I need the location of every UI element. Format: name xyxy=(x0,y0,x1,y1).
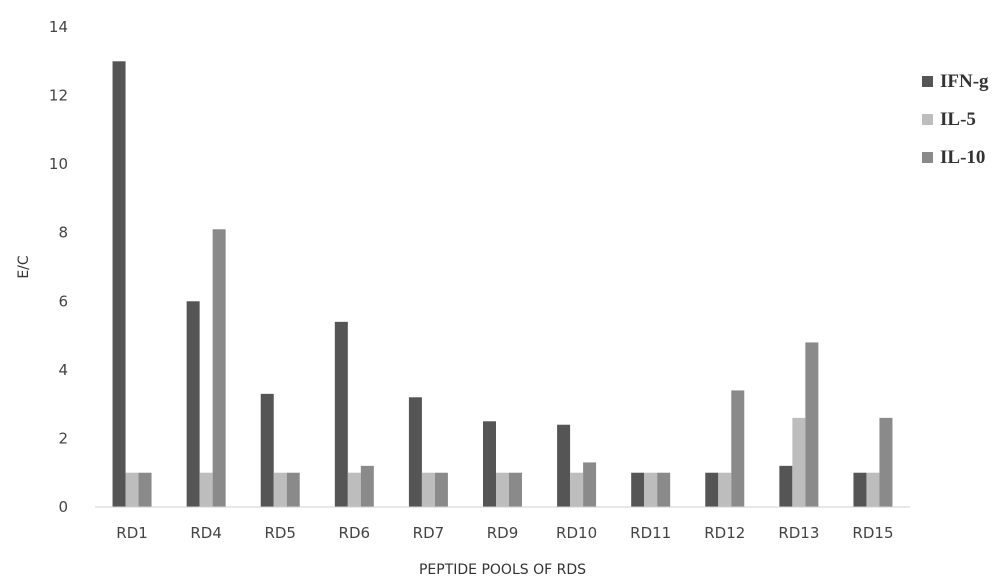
bar-il-10-rd12 xyxy=(731,390,745,507)
y-tick-label: 8 xyxy=(58,224,68,242)
bar-ifn-g-rd7 xyxy=(408,397,422,507)
bar-il-10-rd15 xyxy=(879,417,893,507)
bar-il-10-rd5 xyxy=(286,472,300,507)
bar-il-5-rd7 xyxy=(421,472,435,507)
bar-ifn-g-rd5 xyxy=(260,393,274,507)
bar-ifn-g-rd12 xyxy=(705,472,719,507)
x-tick-label: RD15 xyxy=(852,524,893,542)
x-tick-label: RD10 xyxy=(556,524,597,542)
bar-il-5-rd12 xyxy=(718,472,732,507)
x-tick-label: RD1 xyxy=(116,524,148,542)
legend-swatch-ifn-g xyxy=(922,76,933,87)
x-tick-label: RD9 xyxy=(487,524,519,542)
bar-il-10-rd6 xyxy=(360,465,374,507)
bar-il-10-rd7 xyxy=(434,472,448,507)
x-tick-label: RD13 xyxy=(778,524,819,542)
legend-swatch-il-10 xyxy=(922,152,933,163)
bar-ifn-g-rd6 xyxy=(334,321,348,507)
bars-group xyxy=(112,61,893,508)
bar-ifn-g-rd1 xyxy=(112,61,126,508)
bar-ifn-g-rd9 xyxy=(483,421,496,507)
bar-il-10-rd9 xyxy=(509,472,522,507)
bar-ifn-g-rd11 xyxy=(631,472,645,507)
x-tick-label: RD7 xyxy=(413,524,445,542)
y-tick-label: 14 xyxy=(49,18,68,36)
bar-il-10-rd11 xyxy=(657,472,671,507)
bar-il-10-rd13 xyxy=(805,342,819,507)
bar-il-5-rd5 xyxy=(273,472,287,507)
bar-il-5-rd1 xyxy=(125,472,139,507)
x-tick-label: RD12 xyxy=(704,524,745,542)
bar-ifn-g-rd10 xyxy=(557,424,571,507)
bar-il-5-rd11 xyxy=(644,472,658,507)
x-tick-label: RD5 xyxy=(264,524,296,542)
legend-label-il-5: IL-5 xyxy=(940,109,976,130)
y-tick-labels: 0 2 4 6 8 10 12 14 xyxy=(49,18,68,516)
bar-il-5-rd15 xyxy=(866,472,880,507)
x-tick-label: RD4 xyxy=(190,524,222,542)
y-tick-label: 2 xyxy=(58,429,68,447)
y-tick-label: 12 xyxy=(49,87,68,105)
y-tick-label: 10 xyxy=(49,155,68,173)
bar-il-5-rd10 xyxy=(570,472,584,507)
bar-il-5-rd4 xyxy=(199,472,213,507)
bar-ifn-g-rd4 xyxy=(186,301,200,507)
legend-label-ifn-g: IFN-g xyxy=(940,71,989,92)
bar-il-5-rd6 xyxy=(347,472,361,507)
bar-ifn-g-rd13 xyxy=(779,465,793,507)
y-axis-title: E/C xyxy=(16,255,32,279)
legend-label-il-10: IL-10 xyxy=(940,147,985,168)
y-tick-label: 0 xyxy=(58,498,68,516)
bar-il-10-rd10 xyxy=(583,462,597,507)
legend: IFN-g IL-5 IL-10 xyxy=(922,71,989,168)
x-tick-labels: RD1 RD4 RD5 RD6 RD7 RD9 RD10 RD11 RD12 RD13 RD15 xyxy=(116,524,893,542)
x-tick-label: RD11 xyxy=(630,524,671,542)
bar-ifn-g-rd15 xyxy=(853,472,867,507)
y-tick-label: 6 xyxy=(58,292,68,310)
bar-il-10-rd1 xyxy=(138,472,152,507)
bar-il-5-rd9 xyxy=(496,472,509,507)
y-tick-label: 4 xyxy=(58,361,68,379)
x-tick-label: RD6 xyxy=(339,524,371,542)
bar-il-5-rd13 xyxy=(792,417,806,507)
x-axis-title: PEPTIDE POOLS OF RDS xyxy=(419,562,586,578)
bar-il-10-rd4 xyxy=(212,229,226,508)
legend-swatch-il-5 xyxy=(922,114,933,125)
